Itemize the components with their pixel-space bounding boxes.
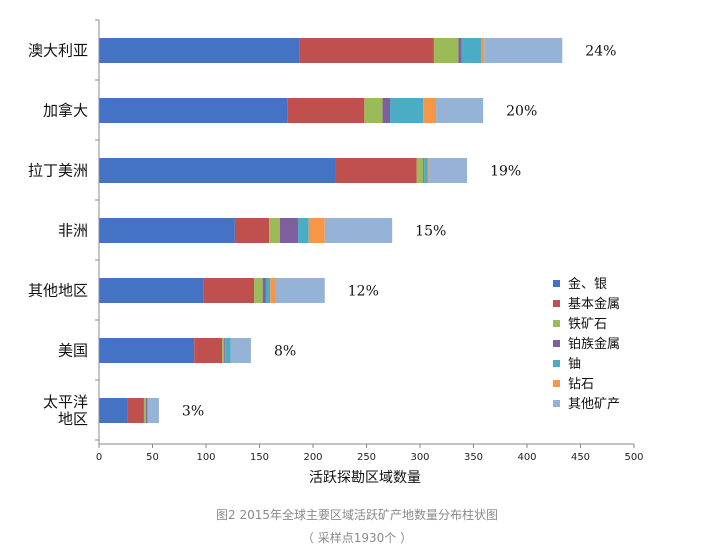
bar-segment xyxy=(298,218,309,243)
x-tick-label: 300 xyxy=(410,452,429,463)
bar-segment xyxy=(194,338,223,363)
x-tick-label: 0 xyxy=(96,452,102,463)
bar-segment xyxy=(127,398,144,423)
x-tick-label: 500 xyxy=(624,452,643,463)
bar-segment xyxy=(461,38,481,63)
bar-segment xyxy=(484,38,563,63)
bar-segment xyxy=(222,338,225,363)
bar-segment xyxy=(433,38,459,63)
bar-segment xyxy=(99,38,300,63)
bar-segment xyxy=(99,218,235,243)
category-label: 澳大利亚 xyxy=(28,42,88,60)
x-tick-label: 350 xyxy=(464,452,483,463)
x-tick-label: 200 xyxy=(303,452,322,463)
legend-entry: 金、银 xyxy=(568,276,607,292)
x-tick-label: 50 xyxy=(146,452,159,463)
bar-segment xyxy=(364,98,383,123)
x-axis-title: 活跃探勘区域数量 xyxy=(309,470,421,486)
bar-segment xyxy=(234,218,270,243)
legend-entry: 钻石 xyxy=(568,377,594,392)
percent-label: 15% xyxy=(415,224,446,240)
bar-segment xyxy=(99,158,336,183)
percent-labels: 24% 20% 19% 15% 12% 8% 3% xyxy=(182,44,617,420)
bar-segment xyxy=(230,338,251,363)
bar-segment xyxy=(143,398,147,423)
bar-segment xyxy=(287,98,365,123)
bar-segment xyxy=(262,278,266,303)
legend-swatch xyxy=(553,340,560,347)
bar-segment xyxy=(147,398,149,423)
bar-segment xyxy=(382,98,391,123)
x-tick-label: 100 xyxy=(196,452,215,463)
bar-segment xyxy=(335,158,417,183)
bar-segment xyxy=(265,278,271,303)
bar-segment xyxy=(436,98,484,123)
legend-swatch xyxy=(553,360,560,367)
bar-segment xyxy=(324,218,393,243)
percent-label: 20% xyxy=(506,104,537,120)
legend-entry: 铀 xyxy=(568,357,581,372)
bar-segment xyxy=(146,398,148,423)
category-label: 非洲 xyxy=(58,222,88,240)
figure-caption: 图2 2015年全球主要区域活跃矿产地数量分布柱状图 xyxy=(216,508,498,522)
bar-segment xyxy=(269,218,280,243)
legend-entry: 铂族金属 xyxy=(568,336,620,352)
legend-entry: 基本金属 xyxy=(568,296,620,312)
bar-segment xyxy=(427,158,429,183)
legend-swatch xyxy=(553,300,560,307)
percent-label: 19% xyxy=(490,164,521,180)
category-label: 加拿大 xyxy=(43,102,88,120)
bar-segment xyxy=(148,398,159,423)
bar-segment xyxy=(203,278,255,303)
bar-segment xyxy=(308,218,325,243)
bar-segment xyxy=(424,158,428,183)
legend-swatch xyxy=(553,320,560,327)
bar-segment xyxy=(99,338,195,363)
bar-segment xyxy=(480,38,485,63)
bar-segment xyxy=(270,278,276,303)
bar-segment xyxy=(99,278,204,303)
bar-segment xyxy=(99,98,288,123)
bar-segment xyxy=(416,158,424,183)
x-tick-label: 250 xyxy=(357,452,376,463)
percent-label: 24% xyxy=(585,44,616,60)
legend-entry: 铁矿石 xyxy=(568,317,607,332)
category-label: 拉丁美洲 xyxy=(28,162,88,180)
x-tick-label: 400 xyxy=(517,452,536,463)
bar-segment xyxy=(299,38,434,63)
bar-segment xyxy=(458,38,462,63)
bar-segment xyxy=(428,158,468,183)
bar-segment xyxy=(224,338,226,363)
bar-segment xyxy=(390,98,424,123)
bar-segment xyxy=(423,158,425,183)
x-tick-label: 450 xyxy=(571,452,590,463)
legend-swatch xyxy=(553,280,560,287)
legend-swatch xyxy=(553,380,560,387)
axes: 0 50 100 150 200 250 300 350 400 450 500 xyxy=(95,19,644,463)
bar-segment xyxy=(254,278,263,303)
percent-label: 12% xyxy=(348,284,379,300)
bar-segment xyxy=(225,338,231,363)
percent-label: 8% xyxy=(274,344,296,360)
bars-layer xyxy=(99,38,563,423)
bar-segment xyxy=(99,398,128,423)
category-label: 美国 xyxy=(58,342,88,360)
category-label: 地区 xyxy=(58,410,88,428)
bar-segment xyxy=(279,218,299,243)
category-label: 其他地区 xyxy=(28,282,88,300)
legend-swatch xyxy=(553,400,560,407)
percent-label: 3% xyxy=(182,404,204,420)
bar-segment xyxy=(423,98,437,123)
bar-segment xyxy=(275,278,325,303)
x-tick-label: 150 xyxy=(250,452,269,463)
legend-entry: 其他矿产 xyxy=(568,397,620,412)
figure-caption-note: （ 采样点1930个 ） xyxy=(301,531,413,545)
category-label: 太平洋 xyxy=(43,393,88,411)
